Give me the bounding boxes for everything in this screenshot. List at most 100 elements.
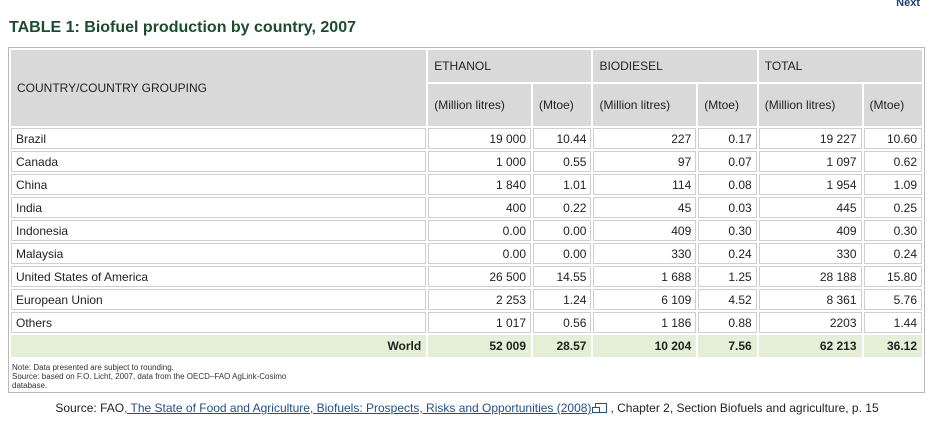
- value-cell: 1.24: [533, 289, 592, 310]
- value-cell: 26 500: [428, 266, 532, 287]
- value-cell: 1 954: [758, 174, 862, 195]
- value-cell: 0.03: [698, 197, 757, 218]
- value-cell: 0.00: [533, 220, 592, 241]
- table-row: China 1 840 1.01 114 0.08 1 954 1.09: [11, 174, 922, 195]
- biodiesel-group-header: BIODIESEL: [593, 50, 757, 82]
- country-cell: European Union: [11, 289, 427, 310]
- value-cell: 0.17: [698, 128, 757, 149]
- value-cell: 19 227: [758, 128, 862, 149]
- note-line: Note: Data presented are subject to roun…: [12, 363, 174, 372]
- country-cell: Malaysia: [11, 243, 427, 264]
- value-cell: 0.62: [863, 151, 922, 172]
- value-cell: 6 109: [593, 289, 697, 310]
- value-cell: 1 186: [593, 312, 697, 333]
- note-line: database.: [12, 381, 48, 390]
- source-citation: Source: FAO, The State of Food and Agric…: [0, 401, 934, 415]
- table-row: United States of America 26 500 14.55 1 …: [11, 266, 922, 287]
- value-cell: 0.25: [863, 197, 922, 218]
- table-row: India 400 0.22 45 0.03 445 0.25: [11, 197, 922, 218]
- table-notes: Note: Data presented are subject to roun…: [12, 363, 286, 390]
- value-cell: 227: [593, 128, 697, 149]
- table-row: Malaysia 0.00 0.00 330 0.24 330 0.24: [11, 243, 922, 264]
- table-row: European Union 2 253 1.24 6 109 4.52 8 3…: [11, 289, 922, 310]
- biodiesel-litres-header: (Million litres): [593, 84, 697, 126]
- total-value-cell: 10 204: [593, 335, 697, 357]
- value-cell: 1 840: [428, 174, 532, 195]
- total-value-cell: 62 213: [758, 335, 862, 357]
- next-link[interactable]: Next: [896, 0, 920, 9]
- value-cell: 45: [593, 197, 697, 218]
- value-cell: 4.52: [698, 289, 757, 310]
- value-cell: 1 097: [758, 151, 862, 172]
- biofuel-table: COUNTRY/COUNTRY GROUPING ETHANOL BIODIES…: [9, 48, 924, 359]
- country-cell: Canada: [11, 151, 427, 172]
- country-cell: Brazil: [11, 128, 427, 149]
- ethanol-group-header: ETHANOL: [428, 50, 592, 82]
- total-label-cell: World: [11, 335, 427, 357]
- value-cell: 0.00: [428, 220, 532, 241]
- value-cell: 445: [758, 197, 862, 218]
- value-cell: 1 017: [428, 312, 532, 333]
- source-prefix: Source: FAO: [55, 401, 125, 415]
- value-cell: 0.56: [533, 312, 592, 333]
- value-cell: 0.08: [698, 174, 757, 195]
- value-cell: 409: [593, 220, 697, 241]
- table-row: Others 1 017 0.56 1 186 0.88 2203 1.44: [11, 312, 922, 333]
- value-cell: 0.22: [533, 197, 592, 218]
- value-cell: 0.00: [533, 243, 592, 264]
- value-cell: 114: [593, 174, 697, 195]
- value-cell: 14.55: [533, 266, 592, 287]
- note-line: Source: based on F.O. Licht, 2007, data …: [12, 372, 287, 381]
- country-cell: India: [11, 197, 427, 218]
- value-cell: 10.44: [533, 128, 592, 149]
- value-cell: 1.25: [698, 266, 757, 287]
- external-window-icon[interactable]: [592, 402, 608, 413]
- biofuel-table-container: COUNTRY/COUNTRY GROUPING ETHANOL BIODIES…: [8, 47, 925, 393]
- value-cell: 1.44: [863, 312, 922, 333]
- value-cell: 330: [758, 243, 862, 264]
- value-cell: 8 361: [758, 289, 862, 310]
- country-cell: Others: [11, 312, 427, 333]
- value-cell: 2203: [758, 312, 862, 333]
- total-value-cell: 7.56: [698, 335, 757, 357]
- value-cell: 0.30: [863, 220, 922, 241]
- total-value-cell: 28.57: [533, 335, 592, 357]
- total-value-cell: 52 009: [428, 335, 532, 357]
- value-cell: 1 000: [428, 151, 532, 172]
- value-cell: 2 253: [428, 289, 532, 310]
- value-cell: 409: [758, 220, 862, 241]
- value-cell: 0.00: [428, 243, 532, 264]
- biodiesel-mtoe-header: (Mtoe): [698, 84, 757, 126]
- value-cell: 0.24: [698, 243, 757, 264]
- table-row: Indonesia 0.00 0.00 409 0.30 409 0.30: [11, 220, 922, 241]
- value-cell: 0.55: [533, 151, 592, 172]
- value-cell: 0.88: [698, 312, 757, 333]
- value-cell: 330: [593, 243, 697, 264]
- value-cell: 1.09: [863, 174, 922, 195]
- source-link[interactable]: , The State of Food and Agriculture, Bio…: [124, 401, 592, 415]
- value-cell: 1 688: [593, 266, 697, 287]
- value-cell: 5.76: [863, 289, 922, 310]
- value-cell: 0.07: [698, 151, 757, 172]
- value-cell: 97: [593, 151, 697, 172]
- value-cell: 19 000: [428, 128, 532, 149]
- value-cell: 400: [428, 197, 532, 218]
- total-group-header: TOTAL: [758, 50, 922, 82]
- value-cell: 1.01: [533, 174, 592, 195]
- value-cell: 0.24: [863, 243, 922, 264]
- table-row: Canada 1 000 0.55 97 0.07 1 097 0.62: [11, 151, 922, 172]
- ethanol-mtoe-header: (Mtoe): [533, 84, 592, 126]
- total-litres-header: (Million litres): [758, 84, 862, 126]
- ethanol-litres-header: (Million litres): [428, 84, 532, 126]
- table-title: TABLE 1: Biofuel production by country, …: [9, 19, 356, 36]
- country-cell: China: [11, 174, 427, 195]
- value-cell: 0.30: [698, 220, 757, 241]
- value-cell: 10.60: [863, 128, 922, 149]
- country-cell: United States of America: [11, 266, 427, 287]
- total-mtoe-header: (Mtoe): [863, 84, 922, 126]
- value-cell: 28 188: [758, 266, 862, 287]
- total-value-cell: 36.12: [863, 335, 922, 357]
- value-cell: 15.80: [863, 266, 922, 287]
- total-row: World 52 009 28.57 10 204 7.56 62 213 36…: [11, 335, 922, 357]
- table-row: Brazil 19 000 10.44 227 0.17 19 227 10.6…: [11, 128, 922, 149]
